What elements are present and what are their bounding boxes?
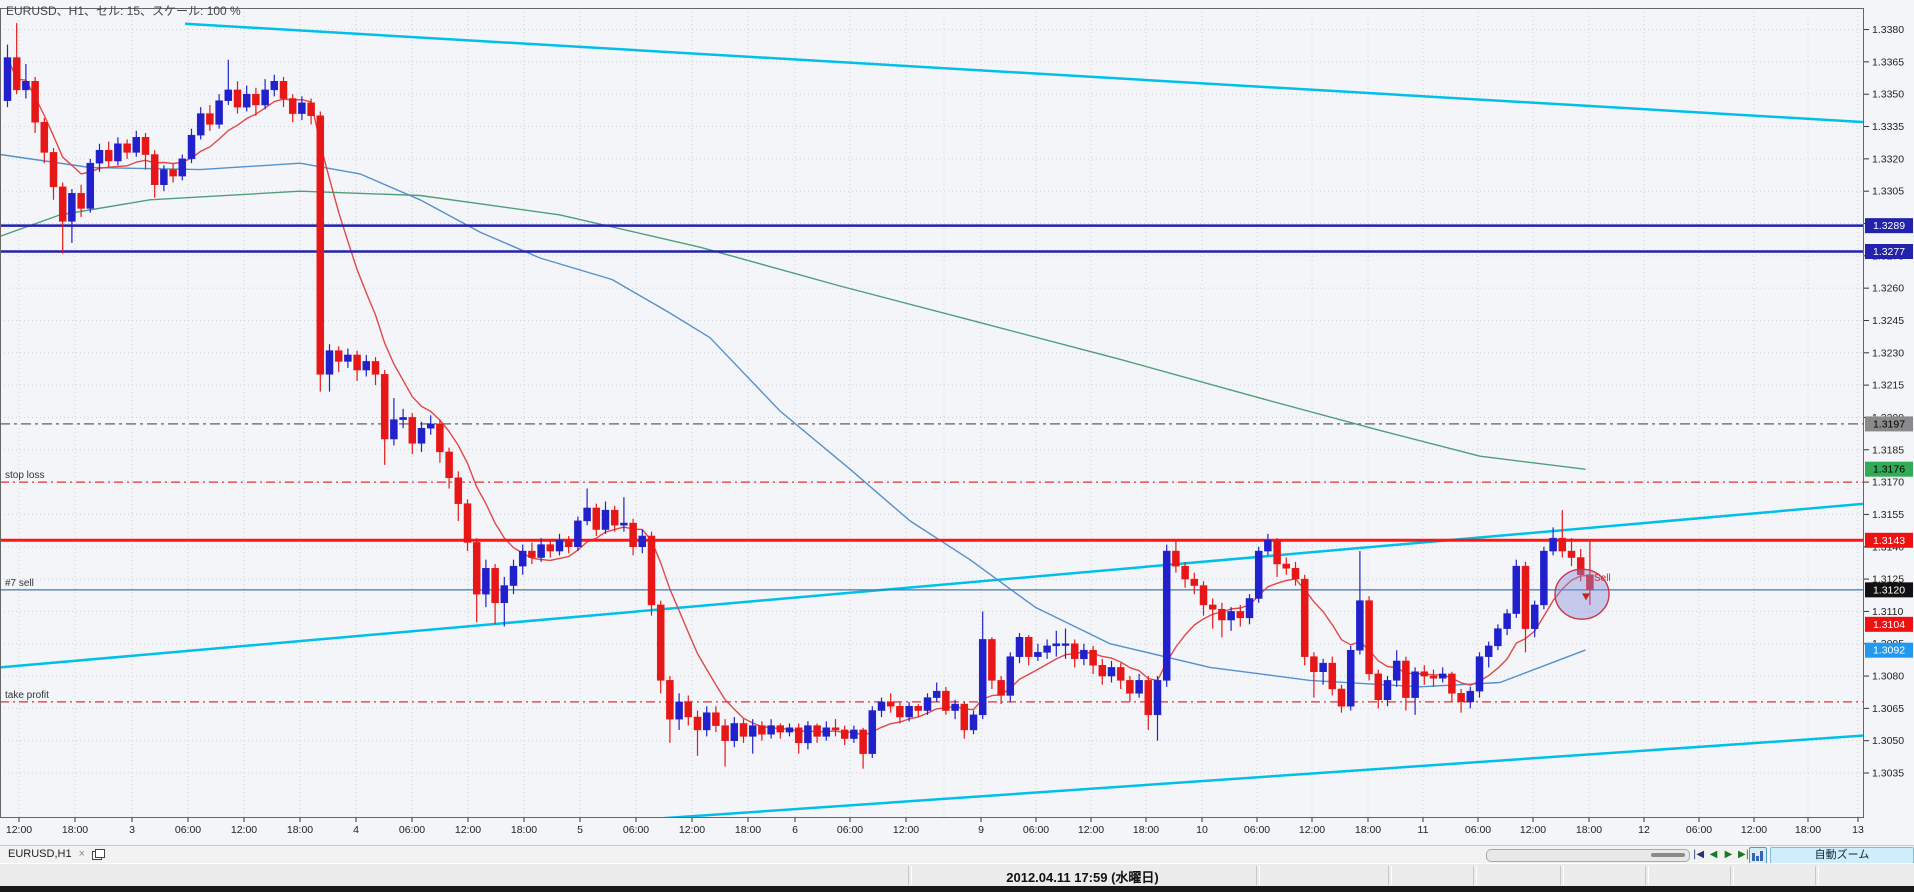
svg-text:1.3050: 1.3050	[1872, 735, 1904, 747]
trendline-2	[647, 734, 1864, 818]
svg-text:1.3215: 1.3215	[1872, 380, 1904, 392]
svg-text:12:00: 12:00	[455, 824, 481, 836]
svg-text:18:00: 18:00	[1576, 824, 1602, 836]
plot-layer	[0, 22, 1864, 818]
svg-text:3: 3	[129, 824, 135, 836]
auto-zoom-button[interactable]: 自動ズーム	[1770, 847, 1914, 864]
blue-ma-line	[0, 153, 1586, 688]
svg-text:11: 11	[1418, 824, 1429, 836]
svg-text:1.3104: 1.3104	[1873, 619, 1905, 631]
svg-text:1.3305: 1.3305	[1872, 186, 1904, 198]
sell-arrow-icon	[1582, 593, 1590, 601]
scroll-prev-button[interactable]: ◀	[1709, 849, 1718, 860]
svg-text:06:00: 06:00	[623, 824, 649, 836]
svg-text:1.3143: 1.3143	[1873, 535, 1905, 547]
svg-text:12:00: 12:00	[231, 824, 257, 836]
svg-text:1.3277: 1.3277	[1873, 246, 1905, 258]
svg-text:9: 9	[978, 824, 984, 836]
svg-text:#7 sell: #7 sell	[5, 578, 34, 589]
svg-text:12:00: 12:00	[1741, 824, 1767, 836]
svg-text:06:00: 06:00	[1465, 824, 1491, 836]
svg-text:18:00: 18:00	[735, 824, 761, 836]
svg-text:12: 12	[1638, 824, 1650, 836]
trendline-1	[0, 502, 1864, 669]
svg-text:06:00: 06:00	[175, 824, 201, 836]
annotations-layer: Sell	[1554, 568, 1611, 620]
tab-label: EURUSD,H1	[8, 848, 72, 860]
svg-text:06:00: 06:00	[399, 824, 425, 836]
svg-text:stop loss: stop loss	[5, 470, 44, 481]
green-ma-line	[0, 190, 1586, 470]
svg-text:18:00: 18:00	[62, 824, 88, 836]
svg-text:12:00: 12:00	[893, 824, 919, 836]
price-badges-layer: 1.3289 1.3277 1.3197 1.3176 1.3143 1.3120 1.31…	[1865, 218, 1913, 658]
svg-text:take profit: take profit	[5, 690, 49, 701]
svg-text:12:00: 12:00	[1520, 824, 1546, 836]
svg-text:06:00: 06:00	[1244, 824, 1270, 836]
close-icon[interactable]: ×	[78, 848, 86, 860]
svg-text:1.3350: 1.3350	[1872, 89, 1904, 101]
svg-text:4: 4	[353, 824, 359, 836]
svg-text:18:00: 18:00	[511, 824, 537, 836]
tab-eurusd-h1[interactable]: EURUSD,H1 ×	[4, 848, 109, 860]
svg-text:1.3335: 1.3335	[1872, 121, 1904, 133]
svg-text:18:00: 18:00	[1795, 824, 1821, 836]
sell-ellipse	[1554, 568, 1610, 620]
svg-text:5: 5	[577, 824, 583, 836]
svg-text:18:00: 18:00	[1355, 824, 1381, 836]
svg-text:1.3380: 1.3380	[1872, 24, 1904, 36]
chart-tab-bar: EURUSD,H1 × |◀ ◀ ▶ ▶| 自動ズーム	[0, 845, 1914, 864]
svg-text:1.3176: 1.3176	[1873, 464, 1905, 476]
svg-text:1.3185: 1.3185	[1872, 444, 1904, 456]
svg-text:12:00: 12:00	[6, 824, 32, 836]
svg-text:06:00: 06:00	[1023, 824, 1049, 836]
chart-title: EURUSD、H1、セル: 15、スケール: 100 %	[6, 4, 241, 18]
svg-text:1.3365: 1.3365	[1872, 56, 1904, 68]
chart-nav-buttons: |◀ ◀ ▶ ▶|	[1692, 847, 1750, 862]
price-chart[interactable]: stop loss #7 sell take profit Sell 1.3380 1.3…	[0, 0, 1914, 845]
svg-text:1.3092: 1.3092	[1873, 645, 1905, 657]
svg-text:18:00: 18:00	[1133, 824, 1159, 836]
svg-text:1.3260: 1.3260	[1872, 283, 1904, 295]
scrollbar-thumb[interactable]	[1651, 853, 1685, 857]
scroll-first-button[interactable]: |◀	[1692, 849, 1705, 860]
svg-text:12:00: 12:00	[1078, 824, 1104, 836]
svg-text:1.3155: 1.3155	[1872, 509, 1904, 521]
svg-text:12:00: 12:00	[679, 824, 705, 836]
svg-text:1.3110: 1.3110	[1872, 606, 1903, 618]
svg-text:06:00: 06:00	[1686, 824, 1712, 836]
svg-text:1.3230: 1.3230	[1872, 347, 1904, 359]
bottom-strip	[0, 886, 1914, 892]
svg-text:18:00: 18:00	[287, 824, 313, 836]
window-restore-icon[interactable]	[92, 848, 106, 860]
svg-text:1.3065: 1.3065	[1872, 703, 1904, 715]
trendline-0	[184, 22, 1864, 124]
svg-text:1.3197: 1.3197	[1873, 418, 1905, 430]
horizontal-scrollbar[interactable]	[1486, 849, 1690, 862]
status-datetime: 2012.04.11 17:59 (水曜日)	[1006, 870, 1159, 885]
svg-text:1.3320: 1.3320	[1872, 153, 1904, 165]
grid-layer	[0, 8, 1864, 818]
status-bar: 2012.04.11 17:59 (水曜日)	[0, 863, 1914, 887]
svg-text:12:00: 12:00	[1299, 824, 1325, 836]
svg-text:1.3170: 1.3170	[1872, 477, 1904, 489]
svg-text:1.3245: 1.3245	[1872, 315, 1904, 327]
svg-text:10: 10	[1196, 824, 1208, 836]
svg-text:13: 13	[1852, 824, 1864, 836]
svg-text:1.3080: 1.3080	[1872, 671, 1904, 683]
svg-text:1.3120: 1.3120	[1873, 584, 1905, 596]
scroll-last-button[interactable]: ▶|	[1737, 849, 1750, 860]
svg-text:06:00: 06:00	[837, 824, 863, 836]
svg-text:6: 6	[792, 824, 798, 836]
chart-shift-button[interactable]	[1749, 847, 1767, 864]
svg-text:1.3035: 1.3035	[1872, 768, 1904, 780]
candles-layer	[3, 23, 1594, 769]
svg-text:1.3289: 1.3289	[1873, 220, 1905, 232]
scroll-next-button[interactable]: ▶	[1724, 849, 1733, 860]
sell-label: Sell	[1594, 573, 1611, 584]
